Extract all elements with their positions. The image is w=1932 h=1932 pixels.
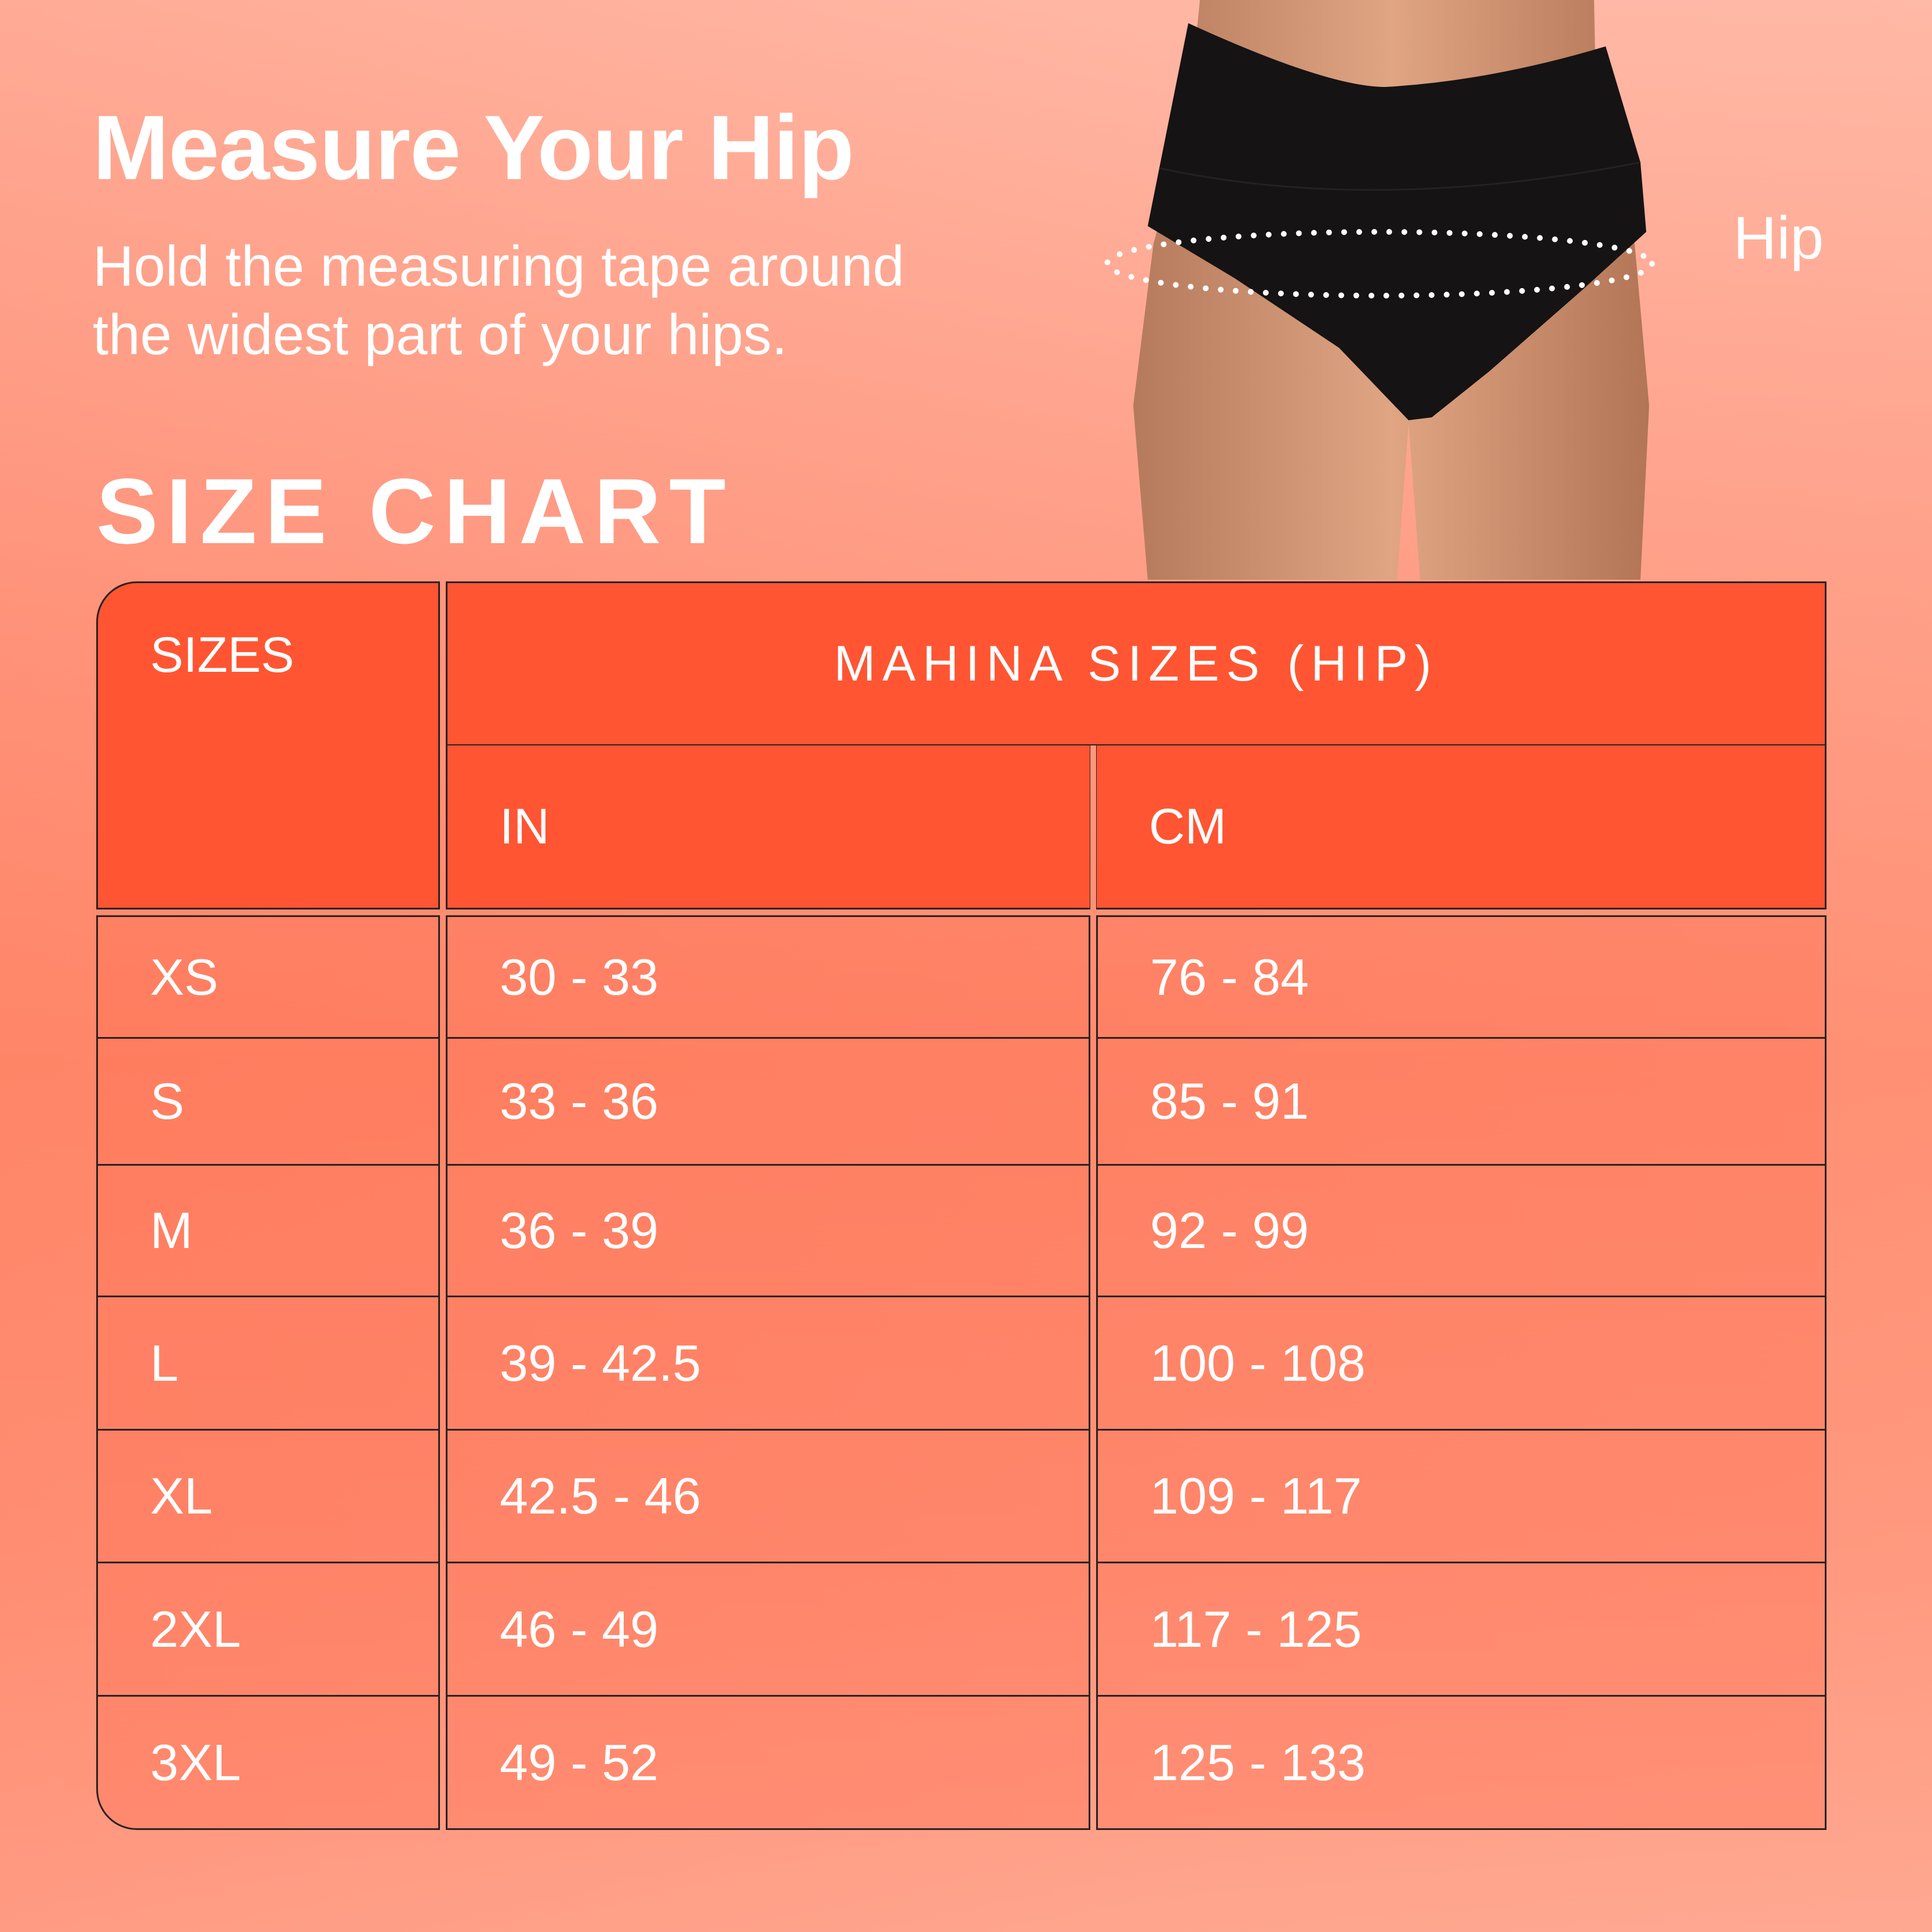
header-in: IN bbox=[446, 745, 1090, 909]
table-row: 2XL 46 - 49 117 - 125 bbox=[96, 1563, 1827, 1697]
header-cm: CM bbox=[1096, 745, 1827, 909]
cell-in: 39 - 42.5 bbox=[446, 1297, 1090, 1431]
cell-size: XS bbox=[96, 915, 440, 1039]
cell-in: 46 - 49 bbox=[446, 1563, 1090, 1697]
header-mahina-sizes: MAHINA SIZES (HIP) bbox=[446, 581, 1827, 745]
instructions: Hold the measuring tape around the wides… bbox=[93, 232, 1020, 369]
page-title: Measure Your Hip bbox=[93, 97, 854, 199]
cell-cm: 76 - 84 bbox=[1096, 915, 1827, 1039]
cell-in: 36 - 39 bbox=[446, 1166, 1090, 1297]
cell-cm: 100 - 108 bbox=[1096, 1297, 1827, 1431]
cell-size: 3XL bbox=[96, 1697, 440, 1830]
table-row: M 36 - 39 92 - 99 bbox=[96, 1166, 1827, 1297]
cell-size: 2XL bbox=[96, 1563, 440, 1697]
table-row: XL 42.5 - 46 109 - 117 bbox=[96, 1431, 1827, 1563]
size-chart-table: SIZES MAHINA SIZES (HIP) IN CM XS 30 - 33… bbox=[90, 581, 1832, 1830]
instructions-line: Hold the measuring tape around bbox=[93, 234, 905, 298]
cell-cm: 109 - 117 bbox=[1096, 1431, 1827, 1563]
cell-cm: 92 - 99 bbox=[1096, 1166, 1827, 1297]
cell-size: XL bbox=[96, 1431, 440, 1563]
cell-in: 42.5 - 46 bbox=[446, 1431, 1090, 1563]
cell-size: L bbox=[96, 1297, 440, 1431]
instructions-line: the widest part of your hips. bbox=[93, 303, 788, 366]
size-chart-title: SIZE CHART bbox=[96, 459, 734, 563]
table-row: XS 30 - 33 76 - 84 bbox=[96, 915, 1827, 1039]
table-row: L 39 - 42.5 100 - 108 bbox=[96, 1297, 1827, 1431]
measuring-tape-dots bbox=[1104, 229, 1655, 299]
cell-size: M bbox=[96, 1166, 440, 1297]
cell-cm: 125 - 133 bbox=[1096, 1697, 1827, 1830]
cell-size: S bbox=[96, 1039, 440, 1166]
hip-model-photo bbox=[1104, 0, 1655, 580]
table-row: S 33 - 36 85 - 91 bbox=[96, 1039, 1827, 1166]
cell-in: 49 - 52 bbox=[446, 1697, 1090, 1830]
cell-cm: 85 - 91 bbox=[1096, 1039, 1827, 1166]
cell-in: 30 - 33 bbox=[446, 915, 1090, 1039]
hip-label: Hip bbox=[1733, 205, 1824, 272]
cell-in: 33 - 36 bbox=[446, 1039, 1090, 1166]
cell-cm: 117 - 125 bbox=[1096, 1563, 1827, 1697]
header-sizes: SIZES bbox=[96, 581, 440, 909]
table-row: 3XL 49 - 52 125 - 133 bbox=[96, 1697, 1827, 1830]
